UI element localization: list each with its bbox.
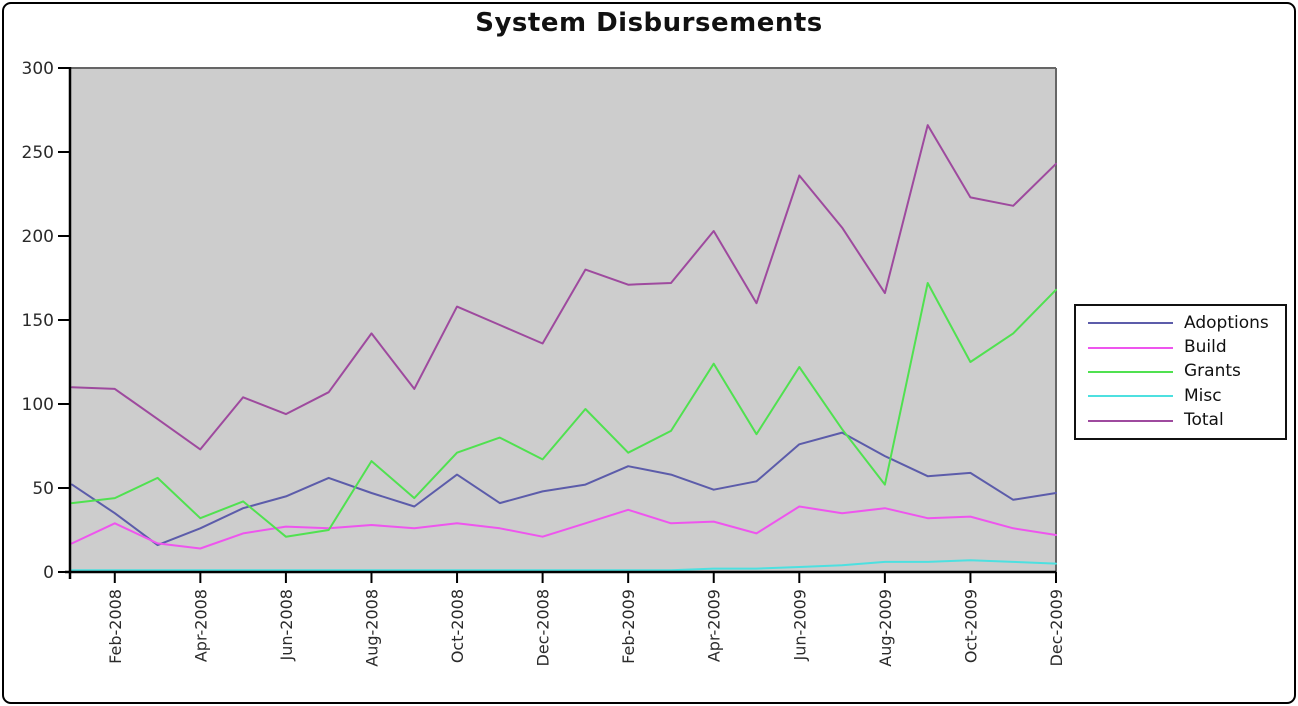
x-axis-label: Apr-2009 — [705, 589, 724, 662]
y-axis-label: 300 — [22, 59, 54, 79]
legend-item-build: Build — [1088, 335, 1285, 359]
x-axis-label: Oct-2009 — [961, 589, 980, 663]
legend-item-misc: Misc — [1088, 384, 1285, 408]
x-axis-label: Aug-2009 — [876, 589, 895, 667]
series-line-misc — [71, 559, 1057, 572]
legend-label-total: Total — [1184, 410, 1224, 431]
legend-label-adoptions: Adoptions — [1184, 312, 1269, 333]
series-line-total — [71, 124, 1057, 451]
x-axis-label: Aug-2008 — [362, 589, 381, 667]
legend-label-build: Build — [1184, 337, 1227, 358]
y-axis-label: 100 — [22, 395, 54, 415]
y-axis-label: 0 — [43, 563, 54, 583]
x-axis-label: Apr-2008 — [191, 589, 210, 662]
legend-label-misc: Misc — [1184, 385, 1222, 406]
legend-item-grants: Grants — [1088, 360, 1285, 384]
chart-title: System Disbursements — [475, 8, 823, 38]
y-axis-label: 250 — [22, 143, 54, 163]
series-line-build — [71, 505, 1057, 550]
plot-background — [70, 68, 1056, 572]
series-line-adoptions — [71, 431, 1057, 547]
y-axis-label: 150 — [22, 311, 54, 331]
x-axis-label: Oct-2008 — [448, 589, 467, 663]
legend: Adoptions Build Grants Misc Total — [1074, 304, 1287, 440]
legend-label-grants: Grants — [1184, 361, 1241, 382]
y-axis-label: 200 — [22, 227, 54, 247]
series-line-grants — [71, 282, 1057, 538]
x-axis-label: Dec-2008 — [534, 589, 553, 666]
legend-item-adoptions: Adoptions — [1088, 311, 1285, 335]
x-axis-label: Feb-2008 — [106, 589, 125, 664]
legend-swatch-grants — [1088, 370, 1173, 373]
legend-swatch-misc — [1088, 395, 1173, 398]
x-axis-label: Feb-2009 — [619, 589, 638, 664]
legend-swatch-build — [1088, 346, 1173, 349]
x-axis-label: Jun-2009 — [790, 589, 809, 662]
legend-swatch-adoptions — [1088, 322, 1173, 325]
x-axis-label: Jun-2008 — [277, 589, 296, 662]
legend-swatch-total — [1088, 419, 1173, 422]
x-axis-label: Dec-2009 — [1047, 589, 1066, 666]
y-axis-label: 50 — [32, 479, 54, 499]
legend-item-total: Total — [1088, 409, 1285, 433]
